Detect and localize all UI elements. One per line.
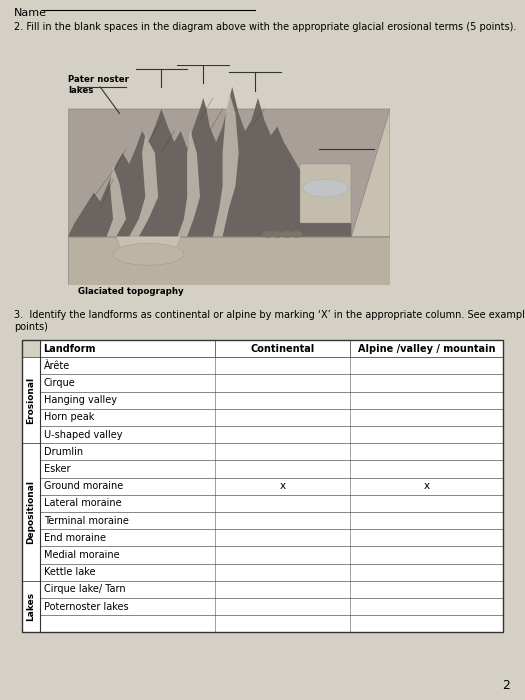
Text: Pater noster
lakes: Pater noster lakes: [68, 75, 129, 95]
Text: Drumlin: Drumlin: [44, 447, 83, 457]
Bar: [40, 340, 503, 357]
Polygon shape: [129, 135, 158, 237]
Bar: [40, 564, 503, 581]
Text: 2. Fill in the blank spaces in the diagram above with the appropriate glacial er: 2. Fill in the blank spaces in the diagr…: [14, 22, 517, 32]
Polygon shape: [177, 131, 200, 237]
Text: End moraine: End moraine: [44, 533, 106, 542]
Ellipse shape: [262, 231, 274, 238]
Text: Terminal moraine: Terminal moraine: [44, 516, 129, 526]
Bar: [40, 443, 503, 461]
Bar: [40, 512, 503, 529]
Text: Alpine /valley / mountain: Alpine /valley / mountain: [358, 344, 495, 354]
Text: Medial moraine: Medial moraine: [44, 550, 120, 560]
Text: x: x: [279, 481, 286, 491]
Ellipse shape: [303, 179, 348, 197]
Text: Cirque: Cirque: [44, 378, 76, 388]
Text: Kettle lake: Kettle lake: [44, 567, 96, 577]
Text: Erosional: Erosional: [26, 377, 36, 424]
Text: Lateral moraine: Lateral moraine: [44, 498, 122, 508]
Polygon shape: [117, 237, 181, 263]
Bar: [40, 409, 503, 426]
Polygon shape: [213, 92, 239, 237]
Ellipse shape: [113, 243, 184, 265]
Text: Landform: Landform: [43, 344, 96, 354]
Polygon shape: [300, 164, 351, 223]
Bar: [40, 581, 503, 598]
Text: points): points): [14, 322, 48, 332]
Polygon shape: [107, 166, 126, 237]
Text: Depositional: Depositional: [26, 480, 36, 544]
Bar: [22, 357, 40, 443]
Bar: [40, 461, 503, 477]
Bar: [40, 357, 503, 374]
Bar: [40, 615, 503, 632]
Text: Horn peak: Horn peak: [44, 412, 94, 422]
Bar: [40, 374, 503, 391]
Ellipse shape: [281, 231, 292, 238]
Bar: [40, 547, 503, 564]
Text: Cirque lake/ Tarn: Cirque lake/ Tarn: [44, 584, 125, 594]
Text: Lakes: Lakes: [26, 592, 36, 621]
Bar: [40, 426, 503, 443]
Text: U-shaped valley: U-shaped valley: [44, 430, 122, 440]
Text: Àrête: Àrête: [44, 360, 70, 371]
Text: x: x: [424, 481, 429, 491]
Text: 3.  Identify the landforms as continental or alpine by marking ‘X’ in the approp: 3. Identify the landforms as continental…: [14, 310, 525, 320]
Text: Continental: Continental: [250, 344, 314, 354]
Polygon shape: [68, 109, 390, 237]
Bar: [40, 529, 503, 547]
Ellipse shape: [291, 231, 302, 238]
Bar: [22, 340, 503, 632]
Text: Glaciated topography: Glaciated topography: [78, 287, 184, 296]
Bar: [22, 443, 40, 581]
Text: Hanging valley: Hanging valley: [44, 395, 117, 405]
Bar: [40, 477, 503, 495]
Polygon shape: [68, 87, 351, 237]
Polygon shape: [68, 237, 390, 285]
Bar: [22, 581, 40, 632]
Text: 2: 2: [502, 679, 510, 692]
Bar: [40, 598, 503, 615]
Text: Ground moraine: Ground moraine: [44, 481, 123, 491]
Text: Glacial
trough: Glacial trough: [184, 170, 216, 190]
Ellipse shape: [271, 231, 283, 238]
Text: Esker: Esker: [44, 464, 70, 474]
Bar: [40, 391, 503, 409]
Bar: [40, 495, 503, 512]
Polygon shape: [351, 109, 390, 237]
Text: Poternoster lakes: Poternoster lakes: [44, 601, 129, 612]
Text: Name: Name: [14, 8, 47, 18]
